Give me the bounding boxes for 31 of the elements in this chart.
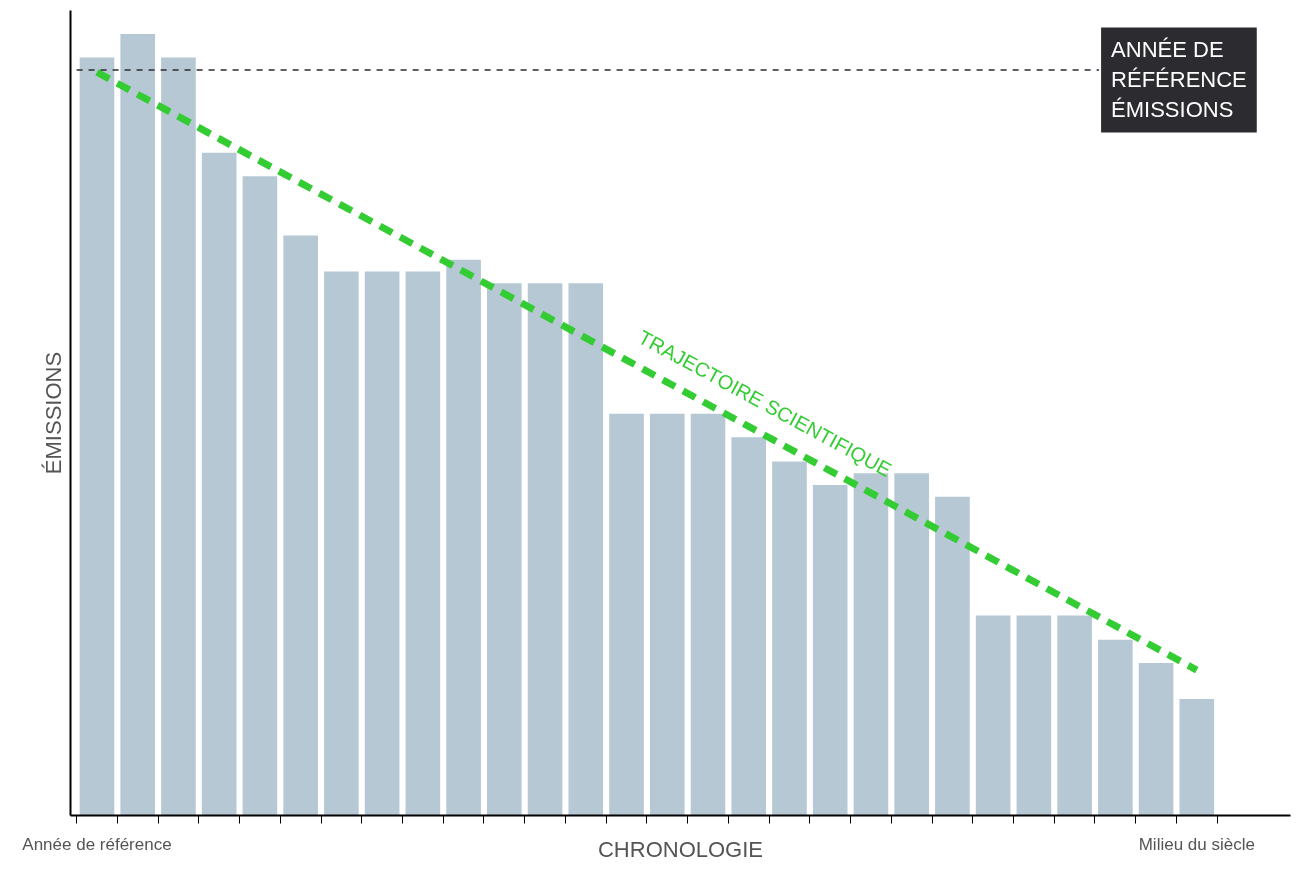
bar bbox=[975, 615, 1011, 816]
bar bbox=[935, 496, 970, 816]
bar bbox=[405, 271, 441, 816]
bar bbox=[324, 271, 359, 816]
ref-line-label: ANNÉE DE RÉFÉRENCE ÉMISSIONS bbox=[1111, 37, 1247, 123]
bar bbox=[1057, 615, 1092, 816]
bar bbox=[609, 413, 644, 816]
bar bbox=[731, 437, 767, 816]
bar bbox=[161, 57, 196, 816]
bar bbox=[242, 176, 278, 816]
x-tick-label: Année de référence bbox=[22, 834, 172, 854]
bar bbox=[283, 235, 318, 816]
x-axis-title: CHRONOLOGIE bbox=[597, 836, 764, 862]
bar bbox=[527, 283, 563, 816]
bar bbox=[487, 283, 522, 816]
bar bbox=[79, 57, 115, 816]
bar bbox=[364, 271, 400, 816]
bar bbox=[690, 413, 726, 816]
bar bbox=[1016, 615, 1052, 816]
bar bbox=[1138, 663, 1174, 816]
bar bbox=[201, 152, 237, 816]
bar bbox=[894, 473, 929, 816]
bar bbox=[812, 484, 848, 816]
x-tick-label: Milieu du siècle bbox=[1138, 834, 1255, 854]
bar bbox=[1098, 639, 1133, 816]
bar bbox=[568, 283, 604, 816]
bar bbox=[649, 413, 685, 816]
bar bbox=[120, 33, 156, 816]
bar bbox=[446, 259, 481, 816]
bar bbox=[1179, 699, 1215, 816]
y-axis-title: ÉMISSIONS bbox=[40, 351, 66, 475]
